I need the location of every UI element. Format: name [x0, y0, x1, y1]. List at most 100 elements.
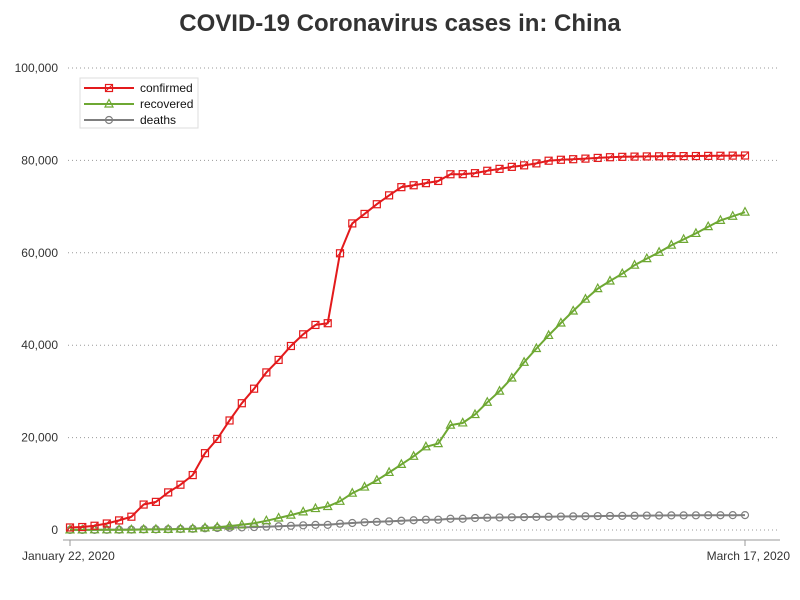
- data-point-circle: [507, 513, 516, 522]
- data-point-circle: [409, 516, 418, 525]
- data-point-triangle: [678, 233, 689, 243]
- data-point-square: [679, 151, 688, 161]
- data-point-triangle: [298, 506, 309, 516]
- data-point-circle: [311, 520, 320, 529]
- data-point-square: [434, 176, 443, 186]
- data-point-triangle: [138, 523, 149, 534]
- data-point-circle: [495, 513, 504, 522]
- data-point-triangle: [470, 408, 480, 419]
- data-point-square: [556, 155, 566, 164]
- data-point-square: [458, 170, 467, 179]
- data-point-triangle: [396, 458, 407, 469]
- data-point-triangle: [703, 220, 714, 231]
- data-point-triangle: [629, 259, 640, 269]
- data-point-triangle: [666, 239, 677, 249]
- data-point-square: [139, 500, 148, 509]
- data-point-triangle: [457, 417, 468, 427]
- data-point-circle: [556, 512, 566, 521]
- data-point-square: [372, 200, 381, 209]
- data-point-square: [335, 249, 345, 258]
- y-tick-label: 60,000: [21, 246, 58, 260]
- legend: confirmed recovered deaths: [79, 77, 199, 129]
- data-point-square: [249, 384, 259, 393]
- data-point-triangle: [126, 523, 137, 534]
- data-point-square: [409, 181, 418, 190]
- data-point-circle: [323, 520, 332, 529]
- data-point-square: [237, 399, 246, 408]
- data-point-triangle: [580, 293, 591, 303]
- data-point-square: [593, 153, 602, 163]
- y-axis: 0 20,000 40,000 60,000 80,000 100,000: [15, 61, 59, 537]
- data-point-square: [102, 519, 111, 528]
- data-point-triangle: [101, 524, 112, 534]
- series-line-confirmed: [69, 154, 746, 529]
- data-point-triangle: [261, 514, 272, 525]
- data-point-square: [104, 83, 114, 93]
- data-point-square: [164, 488, 173, 497]
- chart-title: COVID-19 Coronavirus cases in: China: [179, 10, 621, 37]
- legend-label: confirmed: [140, 81, 193, 95]
- data-point-square: [654, 152, 664, 161]
- data-point-square: [384, 191, 394, 200]
- data-point-triangle: [408, 450, 419, 460]
- data-point-triangle: [335, 495, 345, 505]
- data-point-square: [151, 497, 161, 506]
- data-point-square: [630, 152, 639, 161]
- data-point-triangle: [605, 275, 615, 285]
- data-point-triangle: [310, 502, 321, 513]
- data-point-circle: [397, 516, 406, 525]
- data-point-circle: [532, 512, 541, 522]
- data-point-triangle: [715, 214, 726, 224]
- data-point-square: [519, 161, 529, 170]
- y-tick-label: 0: [51, 523, 58, 537]
- data-point-square: [299, 330, 308, 339]
- data-point-square: [618, 152, 627, 161]
- data-point-triangle: [249, 517, 260, 527]
- data-point-square: [114, 516, 124, 525]
- data-point-square: [262, 368, 271, 377]
- data-point-circle: [421, 515, 431, 524]
- data-point-triangle: [187, 522, 198, 533]
- data-point-triangle: [163, 523, 174, 533]
- data-point-circle: [519, 513, 529, 522]
- data-point-square: [90, 521, 99, 530]
- data-point-circle: [691, 511, 701, 520]
- data-point-triangle: [654, 246, 665, 256]
- data-point-circle: [605, 511, 615, 521]
- y-tick-label: 80,000: [21, 153, 58, 167]
- data-point-triangle: [568, 305, 579, 315]
- data-point-square: [348, 219, 357, 228]
- data-point-triangle: [494, 385, 505, 395]
- data-point-triangle: [690, 227, 701, 238]
- data-point-triangle: [200, 522, 210, 532]
- gridlines: [68, 67, 780, 531]
- data-point-square: [581, 154, 590, 163]
- data-point-triangle: [384, 466, 395, 477]
- data-point-triangle: [104, 98, 114, 108]
- series-confirmed: [65, 151, 750, 532]
- data-point-square: [397, 183, 406, 192]
- data-point-circle: [704, 511, 713, 520]
- data-point-triangle: [175, 523, 186, 533]
- data-point-circle: [104, 115, 114, 125]
- data-point-square: [532, 159, 541, 168]
- x-axis: January 22, 2020 March 17, 2020: [22, 539, 790, 563]
- data-point-triangle: [420, 441, 431, 451]
- data-point-triangle: [212, 521, 223, 531]
- data-point-square: [65, 523, 75, 532]
- data-point-circle: [569, 512, 578, 521]
- legend-item-deaths: deaths: [84, 113, 176, 127]
- data-point-square: [225, 416, 234, 425]
- x-tick-label: January 22, 2020: [22, 549, 115, 563]
- data-point-square: [495, 164, 504, 173]
- data-point-circle: [360, 518, 369, 527]
- data-point-triangle: [445, 419, 456, 429]
- data-point-circle: [335, 519, 345, 528]
- data-point-square: [642, 152, 651, 161]
- series-layer: [65, 151, 750, 535]
- data-point-circle: [458, 514, 467, 523]
- data-point-square: [188, 470, 197, 480]
- data-point-circle: [679, 511, 688, 520]
- data-point-square: [716, 151, 725, 160]
